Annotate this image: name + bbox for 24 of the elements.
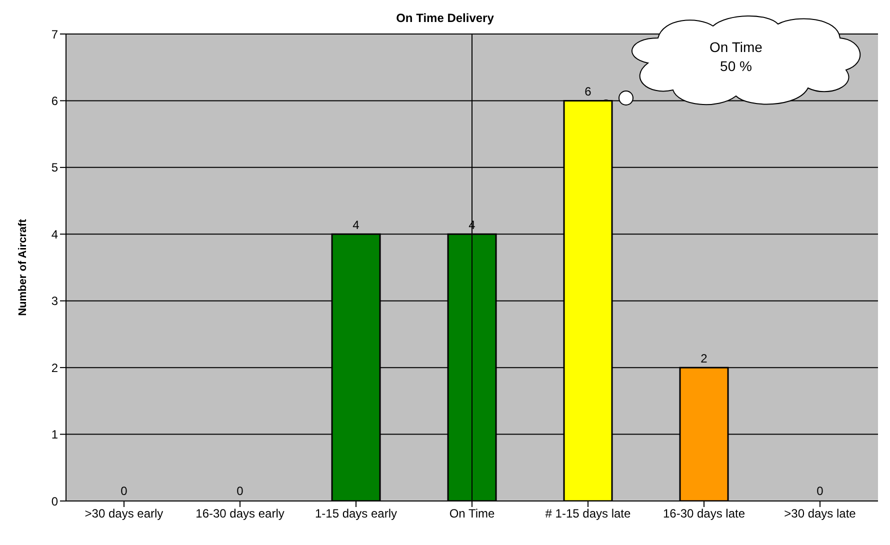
y-tick-label: 6 [51,94,58,108]
y-tick-label: 0 [51,494,58,508]
data-label: 2 [700,352,708,366]
x-tick-label: On Time [449,506,495,521]
data-label: 6 [584,84,592,99]
x-tick-label: 16-30 days early [196,506,284,521]
y-tick-label: 4 [51,227,58,242]
y-tick-label: 3 [51,294,58,308]
y-tick-label: 2 [51,360,58,375]
data-label: 0 [236,484,244,498]
chart-title: On Time Delivery [396,11,494,25]
x-tick-label: >30 days early [84,506,164,521]
x-tick-label: 16-30 days late [662,506,746,521]
y-tick-label: 7 [51,27,58,42]
data-label: 0 [816,484,824,498]
x-tick-label: >30 days late [784,506,856,521]
x-tick-label: 1-15 days early [314,506,398,521]
data-label: 0 [120,484,128,498]
y-tick-label: 1 [51,428,58,442]
y-axis-title: Number of Aircraft [16,218,29,316]
y-tick-label: 5 [51,160,58,175]
x-tick-label: # 1-15 days late [545,506,632,521]
data-label: 4 [352,218,360,232]
annotation: On Time 50 % [710,39,763,74]
